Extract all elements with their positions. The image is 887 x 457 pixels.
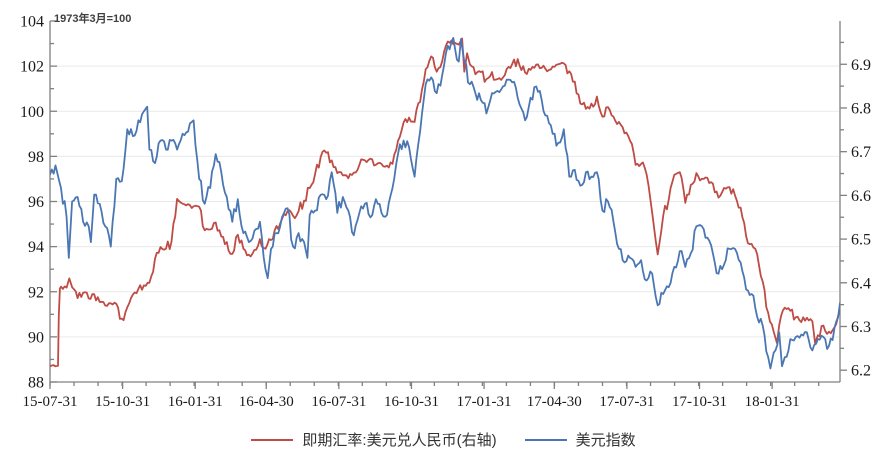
svg-text:18-01-31: 18-01-31 [745,394,800,410]
svg-text:16-01-31: 16-01-31 [168,394,223,410]
series-group [50,37,840,370]
svg-text:6.9: 6.9 [851,57,871,74]
svg-text:16-07-31: 16-07-31 [311,394,366,410]
svg-text:90: 90 [28,329,44,346]
svg-text:17-07-31: 17-07-31 [599,394,654,410]
gridlines [51,65,839,338]
legend-label-dxy: 美元指数 [575,432,636,449]
svg-text:6.2: 6.2 [851,363,871,380]
svg-text:16-04-30: 16-04-30 [239,394,294,410]
legend: 即期汇率:美元兑人民币(右轴) 美元指数 [0,429,887,450]
svg-text:98: 98 [28,149,44,166]
legend-label-usdcny: 即期汇率:美元兑人民币(右轴) [302,432,497,449]
svg-text:17-10-31: 17-10-31 [672,394,727,410]
svg-text:88: 88 [28,375,44,392]
dxy-line-swatch [524,438,567,441]
svg-text:96: 96 [28,194,44,211]
svg-text:16-10-31: 16-10-31 [384,394,439,410]
svg-text:102: 102 [20,59,44,76]
series-usdcny-line [50,37,840,368]
svg-text:6.3: 6.3 [851,319,871,336]
svg-text:92: 92 [28,284,44,301]
svg-text:17-01-31: 17-01-31 [457,394,512,410]
legend-item-dxy: 美元指数 [524,429,636,450]
svg-text:104: 104 [20,14,44,31]
x-axis: 15-07-31 15-10-31 16-01-31 16-04-30 16-07-31… [23,382,820,410]
svg-text:6.5: 6.5 [851,232,871,249]
svg-text:6.7: 6.7 [851,144,871,161]
legend-item-usdcny: 即期汇率:美元兑人民币(右轴) [251,429,497,450]
svg-text:6.6: 6.6 [851,188,871,205]
right-axis: 6.2 6.3 6.4 6.5 6.6 6.7 6.8 6.9 [840,41,871,380]
svg-text:6.8: 6.8 [851,100,871,117]
svg-text:100: 100 [20,104,44,121]
svg-text:15-07-31: 15-07-31 [23,394,78,410]
base-period-annotation: 1973年3月=100 [54,13,132,25]
series-dxy-line [50,37,840,370]
left-axis: 88 90 92 94 96 98 100 102 104 [20,14,57,392]
svg-text:15-10-31: 15-10-31 [95,394,150,410]
svg-text:94: 94 [28,239,44,256]
svg-text:17-04-30: 17-04-30 [527,394,582,410]
usdcny-line-swatch [251,438,294,441]
svg-text:6.4: 6.4 [851,275,871,292]
